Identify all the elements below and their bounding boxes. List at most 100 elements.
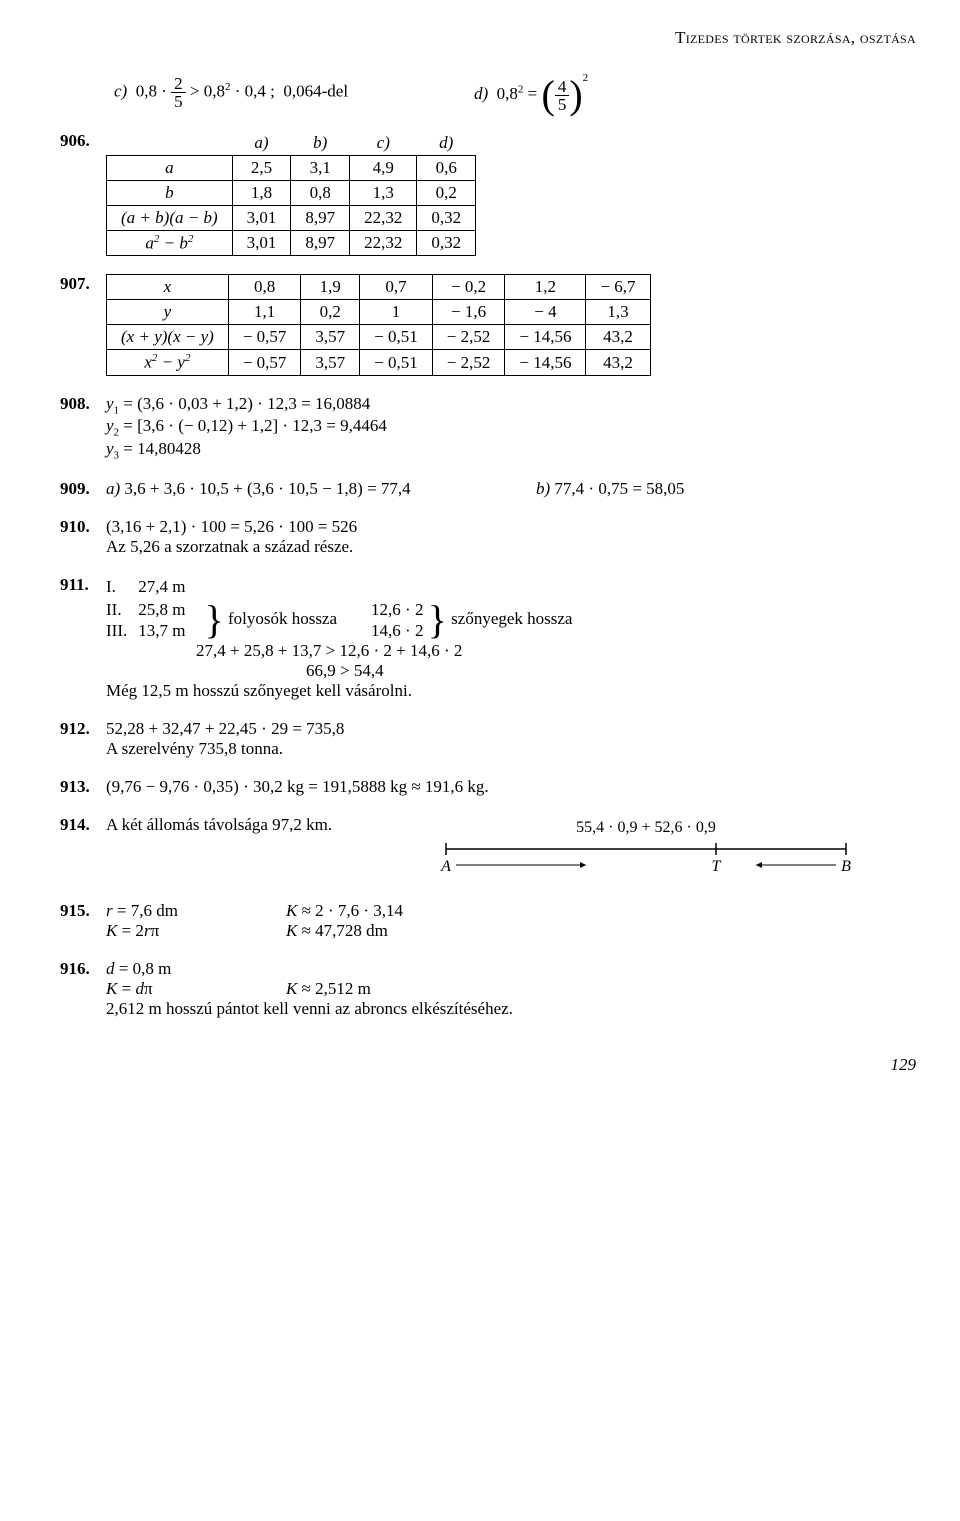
problem-number: 908. xyxy=(60,394,106,414)
cell: 3,1 xyxy=(291,155,350,180)
problem-913: 913. (9,76 − 9,76 · 0,35) · 30,2 kg = 19… xyxy=(60,777,916,797)
cell: − 4 xyxy=(505,300,586,325)
val: 12,6 · 2 xyxy=(371,600,423,619)
expr-row-cd: c) 0,8 · 25 > 0,82 · 0,4 ; 0,064-del d) … xyxy=(114,72,916,113)
table-907: x 0,8 1,9 0,7 − 0,2 1,2 − 6,7 y 1,1 0,2 … xyxy=(106,274,651,376)
val: 13,7 m xyxy=(138,620,200,641)
cell: − 0,57 xyxy=(228,325,301,350)
cell: 3,01 xyxy=(232,230,291,256)
cell: 43,2 xyxy=(586,350,650,376)
roman: III. xyxy=(106,620,134,641)
label: szőnyegek hossza xyxy=(451,609,572,628)
line: A szerelvény 735,8 tonna. xyxy=(106,739,916,759)
cell: 22,32 xyxy=(350,230,417,256)
line: 27,4 + 25,8 + 13,7 > 12,6 · 2 + 14,6 · 2 xyxy=(196,641,916,661)
cell: 43,2 xyxy=(586,325,650,350)
col-head: b) xyxy=(291,131,350,156)
problem-number: 916. xyxy=(60,959,106,979)
svg-text:B: B xyxy=(841,858,851,875)
expr: 77,4 · 0,75 = 58,05 xyxy=(554,479,684,498)
label: folyosók hossza xyxy=(228,609,337,628)
d-label: d) xyxy=(474,84,488,103)
cell: 3,57 xyxy=(301,350,360,376)
line: y3 = 14,80428 xyxy=(106,439,916,461)
problem-number: 915. xyxy=(60,901,106,921)
val: 14,6 · 2 xyxy=(371,621,423,640)
cell: − 0,51 xyxy=(360,350,433,376)
val: 27,4 m xyxy=(138,575,200,599)
problem-916: 916. d = 0,8 m K = dπ K ≈ 2,512 m 2,612 … xyxy=(60,959,916,1019)
cell: − 0,2 xyxy=(432,275,505,300)
problem-number: 911. xyxy=(60,575,106,595)
cell: − 2,52 xyxy=(432,350,505,376)
cell: 1 xyxy=(360,300,433,325)
cell: 22,32 xyxy=(350,205,417,230)
problem-915: 915. r = 7,6 dm K ≈ 2 · 7,6 · 3,14 K = 2… xyxy=(60,901,916,941)
svg-text:A: A xyxy=(440,858,451,875)
line: y2 = [3,6 · (− 0,12) + 1,2] · 12,3 = 9,4… xyxy=(106,416,916,438)
roman: I. xyxy=(106,575,134,599)
cell: 0,7 xyxy=(360,275,433,300)
cell: 0,6 xyxy=(417,155,476,180)
line: y1 = (3,6 · 0,03 + 1,2) · 12,3 = 16,0884 xyxy=(106,394,916,416)
problem-914: 914. A két állomás távolsága 97,2 km. 55… xyxy=(60,815,916,883)
cell: 4,9 xyxy=(350,155,417,180)
problem-910: 910. (3,16 + 2,1) · 100 = 5,26 · 100 = 5… xyxy=(60,517,916,557)
cell: 1,9 xyxy=(301,275,360,300)
val: 25,8 m xyxy=(138,599,200,620)
cell: 3,57 xyxy=(301,325,360,350)
cell: 3,01 xyxy=(232,205,291,230)
cell: 2,5 xyxy=(232,155,291,180)
cell: 1,3 xyxy=(586,300,650,325)
cell: − 14,56 xyxy=(505,350,586,376)
problem-number: 912. xyxy=(60,719,106,739)
line: 2,612 m hosszú pántot kell venni az abro… xyxy=(106,999,916,1019)
cell: − 0,51 xyxy=(360,325,433,350)
problem-number: 913. xyxy=(60,777,106,797)
cell: − 0,57 xyxy=(228,350,301,376)
cell: 0,32 xyxy=(417,230,476,256)
line: Az 5,26 a szorzatnak a század része. xyxy=(106,537,916,557)
c-label: c) xyxy=(114,81,127,100)
svg-text:T: T xyxy=(712,858,722,875)
cell: − 2,52 xyxy=(432,325,505,350)
cell: 0,2 xyxy=(417,180,476,205)
diagram-segment: 55,4 · 0,9 + 52,6 · 0,9 A T B xyxy=(436,819,856,883)
line: 66,9 > 54,4 xyxy=(306,661,916,681)
segment-svg: A T B xyxy=(436,839,856,883)
problem-number: 914. xyxy=(60,815,106,835)
page-number: 129 xyxy=(60,1055,916,1075)
section-title: Tizedes törtek szorzása, osztása xyxy=(60,28,916,48)
line: (3,16 + 2,1) · 100 = 5,26 · 100 = 526 xyxy=(106,517,916,537)
b-label: b) xyxy=(536,479,550,498)
cell: 1,8 xyxy=(232,180,291,205)
cell: 0,32 xyxy=(417,205,476,230)
problem-909: 909. a) 3,6 + 3,6 · 10,5 + (3,6 · 10,5 −… xyxy=(60,479,916,499)
cell: 8,97 xyxy=(291,230,350,256)
problem-number: 910. xyxy=(60,517,106,537)
expr: 3,6 + 3,6 · 10,5 + (3,6 · 10,5 − 1,8) = … xyxy=(124,479,410,498)
col-head: d) xyxy=(417,131,476,156)
cell: 1,2 xyxy=(505,275,586,300)
problem-911: 911. I. 27,4 m II. 25,8 m III. 13,7 m } … xyxy=(60,575,916,701)
roman: II. xyxy=(106,599,134,620)
table-906: a) b) c) d) a 2,5 3,1 4,9 0,6 b 1,8 0,8 … xyxy=(106,131,476,257)
cell: 0,8 xyxy=(228,275,301,300)
cell: 1,3 xyxy=(350,180,417,205)
line: A két állomás távolsága 97,2 km. xyxy=(106,815,436,835)
cell: − 14,56 xyxy=(505,325,586,350)
cell: 1,1 xyxy=(228,300,301,325)
problem-906: 906. a) b) c) d) a 2,5 3,1 4,9 0,6 b 1,8… xyxy=(60,131,916,257)
cell: − 1,6 xyxy=(432,300,505,325)
line: (9,76 − 9,76 · 0,35) · 30,2 kg = 191,588… xyxy=(106,777,916,797)
problem-908: 908. y1 = (3,6 · 0,03 + 1,2) · 12,3 = 16… xyxy=(60,394,916,461)
problem-912: 912. 52,28 + 32,47 + 22,45 · 29 = 735,8 … xyxy=(60,719,916,759)
problem-number: 907. xyxy=(60,274,106,294)
cell: 8,97 xyxy=(291,205,350,230)
col-head: a) xyxy=(232,131,291,156)
problem-number: 909. xyxy=(60,479,106,499)
problem-number: 906. xyxy=(60,131,106,151)
line: 52,28 + 32,47 + 22,45 · 29 = 735,8 xyxy=(106,719,916,739)
a-label: a) xyxy=(106,479,120,498)
cell: 0,8 xyxy=(291,180,350,205)
